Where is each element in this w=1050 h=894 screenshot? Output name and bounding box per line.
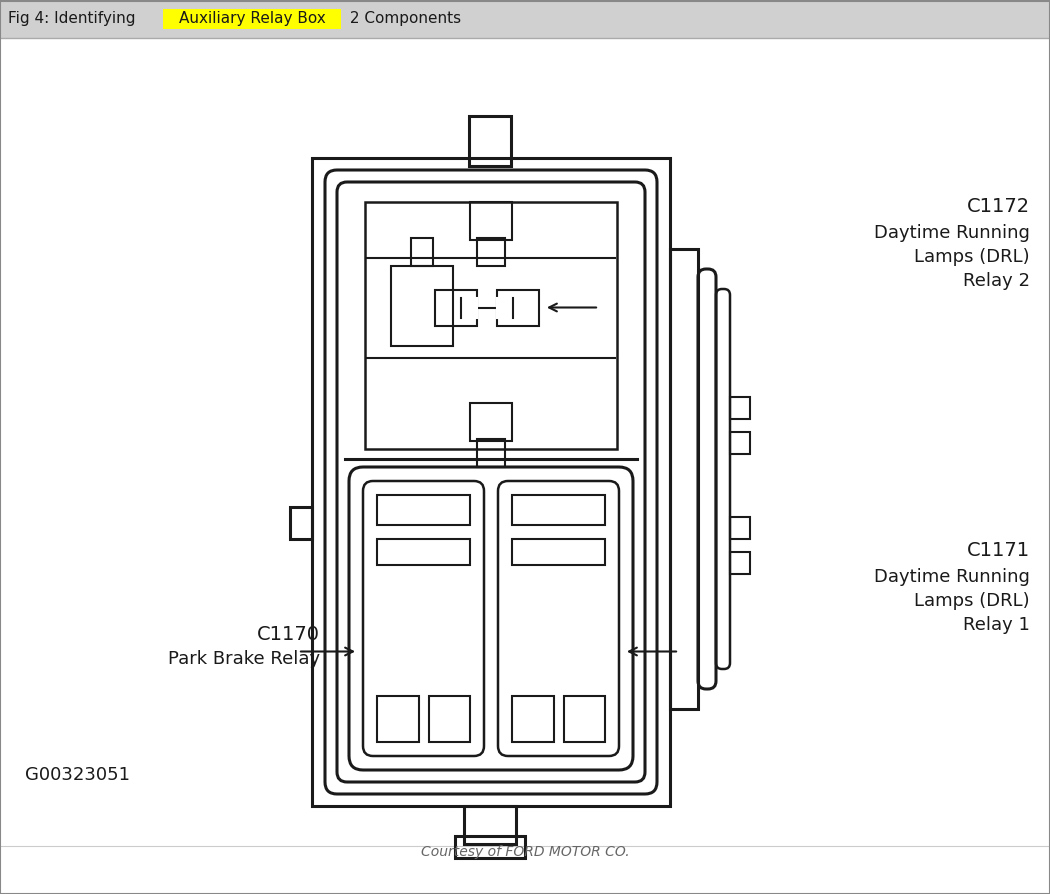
Bar <box>670 249 698 709</box>
Bar <box>377 696 419 742</box>
Text: Lamps (DRL): Lamps (DRL) <box>915 248 1030 266</box>
Bar <box>564 696 605 742</box>
Text: Daytime Running: Daytime Running <box>874 568 1030 586</box>
Text: C1170: C1170 <box>257 626 320 645</box>
Bar <box>435 290 477 325</box>
Bar <box>0 0 1050 38</box>
Bar <box>365 202 617 449</box>
Bar <box>469 116 511 166</box>
Text: Auxiliary Relay Box: Auxiliary Relay Box <box>178 12 326 27</box>
Text: Courtesy of FORD MOTOR CO.: Courtesy of FORD MOTOR CO. <box>421 845 629 859</box>
Bar <box>512 539 605 565</box>
Bar <box>730 397 750 419</box>
Bar <box>290 507 312 539</box>
Text: Relay 1: Relay 1 <box>963 615 1030 634</box>
Text: G00323051: G00323051 <box>25 766 130 784</box>
Text: C1172: C1172 <box>967 198 1030 216</box>
Text: Park Brake Relay: Park Brake Relay <box>168 650 320 668</box>
Bar <box>470 403 512 441</box>
Bar <box>377 539 470 565</box>
Text: 2 Components: 2 Components <box>345 12 461 27</box>
Bar <box>470 202 512 240</box>
Bar <box>512 696 553 742</box>
Bar <box>477 439 505 467</box>
Bar <box>497 298 513 317</box>
Bar <box>411 238 433 266</box>
Text: Relay 2: Relay 2 <box>963 272 1030 290</box>
Bar <box>391 266 453 345</box>
Text: Daytime Running: Daytime Running <box>874 224 1030 241</box>
Bar <box>730 552 750 574</box>
Text: C1171: C1171 <box>967 542 1030 561</box>
Bar <box>730 432 750 454</box>
Bar <box>512 495 605 525</box>
Bar <box>477 238 505 266</box>
Bar <box>730 517 750 539</box>
Bar <box>464 806 516 844</box>
Bar <box>312 158 670 806</box>
Bar <box>455 836 525 858</box>
Bar <box>377 495 470 525</box>
Bar <box>497 290 539 325</box>
Text: Fig 4: Identifying: Fig 4: Identifying <box>8 12 141 27</box>
Bar <box>163 9 341 29</box>
Text: Lamps (DRL): Lamps (DRL) <box>915 592 1030 610</box>
Bar <box>428 696 470 742</box>
Bar <box>461 298 477 317</box>
